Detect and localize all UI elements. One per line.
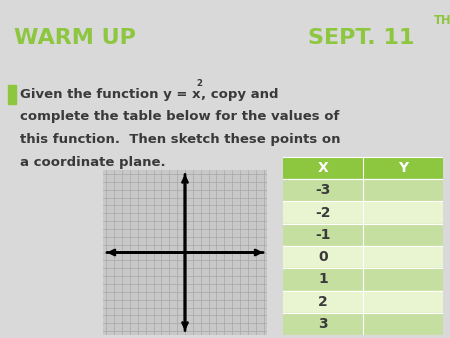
Bar — [283, 268, 443, 290]
Bar — [283, 179, 443, 201]
Bar — [283, 201, 443, 224]
Bar — [283, 246, 443, 268]
Bar — [283, 290, 443, 313]
Text: 0: 0 — [318, 250, 328, 264]
Text: 2: 2 — [318, 295, 328, 309]
Text: -3: -3 — [315, 184, 331, 197]
Text: SEPT. 11: SEPT. 11 — [308, 28, 414, 48]
Text: Given the function y = x: Given the function y = x — [20, 88, 201, 101]
Text: -2: -2 — [315, 206, 331, 220]
Text: a coordinate plane.: a coordinate plane. — [20, 155, 166, 169]
Bar — [283, 224, 443, 246]
Text: 2: 2 — [196, 79, 202, 89]
Text: , copy and: , copy and — [201, 88, 279, 101]
Text: complete the table below for the values of: complete the table below for the values … — [20, 111, 339, 123]
Text: 3: 3 — [318, 317, 328, 331]
Text: TH: TH — [434, 14, 450, 27]
Text: this function.  Then sketch these points on: this function. Then sketch these points … — [20, 133, 341, 146]
Text: WARM UP: WARM UP — [14, 28, 135, 48]
Bar — [8, 85, 16, 103]
Text: -1: -1 — [315, 228, 331, 242]
Bar — [283, 157, 443, 179]
Text: Y: Y — [398, 161, 408, 175]
Text: X: X — [318, 161, 328, 175]
Text: 1: 1 — [318, 272, 328, 286]
Bar — [283, 313, 443, 335]
